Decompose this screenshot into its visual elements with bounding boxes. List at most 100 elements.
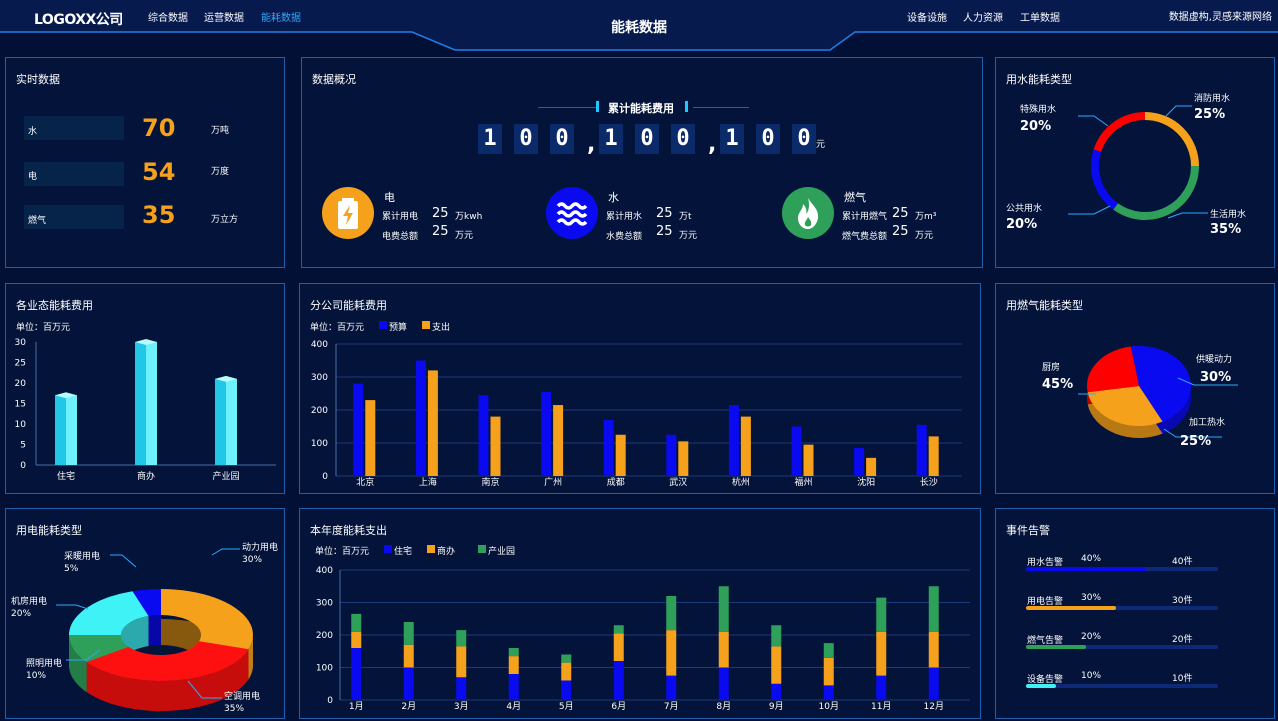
business-cost-chart: 0 5 10 15 20 25 30 住宅 商办 产业园: [15, 338, 276, 482]
bar-segment-0: [508, 674, 519, 700]
leader-line: [110, 554, 137, 568]
leader-line: [187, 680, 222, 699]
bar-segment-1: [771, 646, 782, 684]
nav-item-energy[interactable]: 能耗数据: [261, 13, 301, 24]
nav-item-overview[interactable]: 综合数据: [148, 13, 188, 24]
stat-value: 25: [432, 206, 449, 221]
total-cost-unit: 元: [816, 140, 826, 150]
donut-slice: [86, 641, 249, 681]
legend-label-budget[interactable]: 预算: [389, 323, 408, 333]
slice-percent: 30%: [1200, 370, 1231, 385]
bar-spending: [928, 436, 939, 476]
x-tick-label: 2月: [401, 701, 416, 712]
bar-segment-2: [508, 648, 519, 657]
divider: [693, 107, 749, 108]
panel-title: 实时数据: [16, 73, 60, 86]
x-tick-label: 商办: [137, 470, 155, 482]
power-type-pie: 动力用电 30% 空调用电 35% 照明用电 10% 机房用电 20% 采暖用电 5%: [11, 541, 278, 714]
leader-line: [1177, 377, 1238, 386]
legend-swatch-budget: [379, 321, 387, 329]
bar-spending: [866, 457, 877, 476]
y-tick-label: 400: [316, 566, 333, 576]
x-tick-label: 南京: [481, 476, 499, 488]
counter-digit: 1: [720, 124, 744, 154]
bar-segment-2: [351, 613, 362, 632]
bar-side: [66, 395, 77, 465]
y-tick-label: 200: [316, 631, 333, 641]
alarm-name: 用电告警: [1027, 597, 1064, 607]
pie-slice: [1087, 346, 1139, 393]
x-tick-label: 上海: [419, 476, 437, 488]
leader-line: [56, 604, 89, 610]
bar-segment-2: [771, 625, 782, 647]
bar-spending: [803, 444, 814, 476]
panel-title: 各业态能耗费用: [16, 299, 93, 312]
slice-name: 消防用水: [1194, 92, 1230, 104]
gas-type-panel: 用燃气能耗类型 厨房 45% 供暖动力 30% 加工热水 25%: [995, 283, 1275, 494]
leader-line: [1165, 105, 1192, 117]
alarm-count: 40件: [1172, 557, 1193, 567]
realtime-value-water: 70: [142, 114, 176, 142]
slice-percent: 25%: [1180, 434, 1211, 449]
realtime-value-gas: 35: [142, 201, 176, 229]
x-tick-label: 5月: [559, 701, 574, 712]
bar-segment-2: [666, 596, 677, 631]
nav-item-hr[interactable]: 人力资源: [963, 13, 1003, 24]
realtime-unit-power: 万度: [211, 167, 230, 177]
branch-cost-panel: 分公司能耗费用 单位：百万元 预算 支出 0 100 200 300 400 北京 上海 南京…: [299, 283, 981, 494]
x-tick-label: 福州: [794, 476, 812, 488]
panel-title: 本年度能耗支出: [310, 524, 387, 537]
donut-slice: [69, 591, 149, 635]
alarm-name: 设备告警: [1027, 675, 1064, 685]
bar-segment-2: [928, 586, 939, 632]
nav-item-work-orders[interactable]: 工单数据: [1020, 13, 1060, 24]
x-tick-label: 沈阳: [857, 476, 875, 488]
power-type-panel: 用电能耗类型 动力用电 30% 空调用电 35% 照明用电 10% 机房用电 20% 采暖用电 5…: [5, 508, 285, 719]
slice-percent: 10%: [26, 671, 46, 681]
leader-line: [1167, 212, 1208, 219]
donut-outer-wall: [69, 635, 87, 692]
nav-item-operations[interactable]: 运营数据: [204, 13, 244, 24]
alarm-percent: 40%: [1081, 554, 1102, 564]
x-tick-label: 8月: [716, 701, 731, 712]
legend-label-residential[interactable]: 住宅: [394, 547, 413, 557]
business-cost-panel: 各业态能耗费用 单位：百万元 0 5 10 15 20 25 30 住宅 商办 产业园: [5, 283, 285, 494]
slice-percent: 5%: [64, 564, 79, 574]
slice-percent: 45%: [1042, 377, 1073, 392]
leader-line: [1068, 205, 1111, 215]
bar-segment-1: [351, 631, 362, 648]
x-tick-label: 11月: [871, 701, 891, 712]
counter-digit: 0: [514, 124, 538, 154]
company-logo[interactable]: LOGOXX公司: [34, 12, 123, 28]
realtime-row-bg: [24, 116, 124, 140]
x-tick-label: 6月: [611, 701, 626, 712]
x-tick-label: 成都: [607, 476, 625, 488]
legend-label-commercial[interactable]: 商办: [437, 547, 456, 557]
slice-name: 机房用电: [11, 595, 47, 607]
bar-segment-2: [823, 643, 834, 658]
bar-spending: [553, 405, 564, 476]
leader-line: [1078, 115, 1109, 127]
realtime-label-gas: 燃气: [28, 216, 47, 226]
stat-value: 25: [656, 206, 673, 221]
leader-line: [211, 548, 240, 556]
realtime-value-power: 54: [142, 158, 176, 186]
alarm-progress-track: [1026, 567, 1218, 571]
legend-label-industrial[interactable]: 产业园: [488, 547, 516, 557]
y-tick-label: 25: [15, 359, 26, 369]
bar-spending: [427, 370, 438, 476]
x-tick-label: 9月: [769, 701, 784, 712]
legend-label-spending[interactable]: 支出: [432, 323, 451, 333]
counter-digit: 1: [599, 124, 623, 154]
slice-percent: 35%: [1210, 222, 1241, 237]
x-tick-label: 1月: [349, 701, 364, 712]
bar-segment-0: [351, 648, 362, 700]
bar-budget: [791, 426, 802, 476]
stat-value: 25: [892, 224, 909, 239]
nav-item-facilities[interactable]: 设备设施: [907, 13, 947, 24]
stat-label: 累计用电: [382, 212, 419, 222]
y-tick-label: 200: [311, 406, 328, 416]
battery-icon: [322, 187, 374, 239]
water-type-donut: 消防用水 25% 生活用水 35% 公共用水 20% 特殊用水 20%: [1006, 92, 1246, 237]
